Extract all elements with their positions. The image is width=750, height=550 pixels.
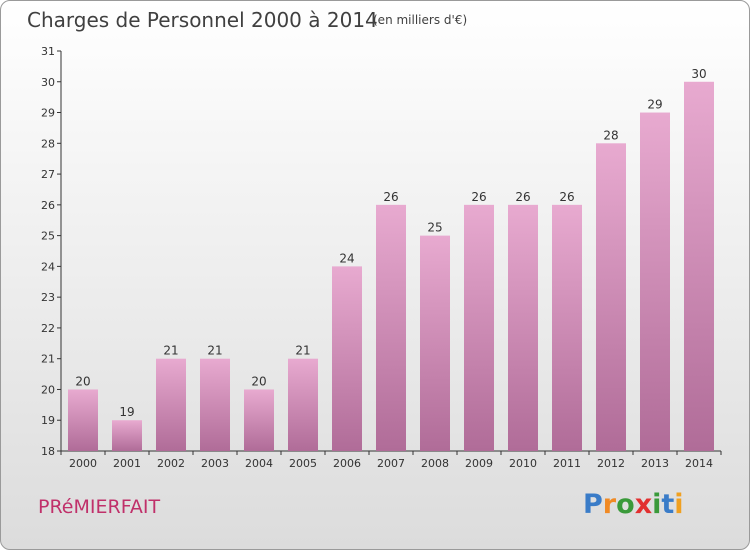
y-tick-label: 26 bbox=[41, 199, 55, 212]
data-label-2006: 24 bbox=[339, 251, 354, 265]
y-tick-label: 29 bbox=[41, 107, 55, 120]
x-tick-label: 2005 bbox=[289, 457, 317, 470]
data-labels: 20 19 21 21 20 21 24 26 25 26 26 26 28 29 30 bbox=[75, 67, 706, 419]
bar-2001[interactable] bbox=[112, 420, 142, 451]
bar-2004[interactable] bbox=[244, 389, 274, 451]
y-tick-label: 18 bbox=[41, 445, 55, 458]
y-tick-label: 23 bbox=[41, 291, 55, 304]
y-tick-label: 22 bbox=[41, 322, 55, 335]
data-label-2013: 29 bbox=[647, 98, 662, 112]
x-tick-label: 2014 bbox=[685, 457, 713, 470]
y-tick-label: 24 bbox=[41, 260, 55, 273]
data-label-2008: 25 bbox=[427, 221, 442, 235]
bar-2000[interactable] bbox=[68, 389, 98, 451]
y-tick-label: 31 bbox=[41, 45, 55, 58]
logo-letter: t bbox=[661, 489, 675, 520]
x-tick-label: 2012 bbox=[597, 457, 625, 470]
data-label-2009: 26 bbox=[471, 190, 486, 204]
commune-name: PRéMIERFAIT bbox=[38, 496, 161, 518]
data-label-2010: 26 bbox=[515, 190, 530, 204]
bar-2005[interactable] bbox=[288, 358, 318, 451]
chart-subtitle: (en milliers d'€) bbox=[373, 13, 468, 27]
bar-2010[interactable] bbox=[508, 204, 538, 451]
data-label-2011: 26 bbox=[559, 190, 574, 204]
y-tick-label: 19 bbox=[41, 414, 55, 427]
bar-2009[interactable] bbox=[464, 204, 494, 451]
x-tick-label: 2003 bbox=[201, 457, 229, 470]
data-label-2002: 21 bbox=[163, 344, 178, 358]
logo-letter: r bbox=[602, 489, 617, 520]
bar-2011[interactable] bbox=[552, 204, 582, 451]
y-tick-label: 28 bbox=[41, 137, 55, 150]
y-axis: 18 19 20 21 22 23 24 25 26 27 28 29 30 31 bbox=[41, 45, 62, 458]
logo-letter: o bbox=[616, 489, 635, 520]
bar-series bbox=[68, 81, 714, 452]
logo-letter: x bbox=[634, 489, 653, 520]
chart-title: Charges de Personnel 2000 à 2014 bbox=[27, 8, 378, 32]
y-tick-label: 27 bbox=[41, 168, 55, 181]
y-tick-label: 21 bbox=[41, 353, 55, 366]
data-label-2012: 28 bbox=[603, 128, 618, 142]
x-tick-label: 2007 bbox=[377, 457, 405, 470]
bar-2002[interactable] bbox=[156, 358, 186, 451]
proxiti-logo[interactable]: Proxiti bbox=[583, 489, 684, 520]
bar-2007[interactable] bbox=[376, 204, 406, 451]
bar-2013[interactable] bbox=[640, 112, 670, 452]
x-tick-label: 2009 bbox=[465, 457, 493, 470]
logo-letter: i bbox=[652, 489, 662, 520]
x-tick-label: 2010 bbox=[509, 457, 537, 470]
y-tick-label: 20 bbox=[41, 383, 55, 396]
data-label-2014: 30 bbox=[691, 67, 706, 81]
bar-2012[interactable] bbox=[596, 143, 626, 452]
x-tick-label: 2001 bbox=[113, 457, 141, 470]
bar-2008[interactable] bbox=[420, 235, 450, 451]
x-tick-label: 2000 bbox=[69, 457, 97, 470]
bar-2014[interactable] bbox=[684, 81, 714, 452]
bar-2006[interactable] bbox=[332, 266, 362, 451]
x-tick-label: 2002 bbox=[157, 457, 185, 470]
data-label-2000: 20 bbox=[75, 374, 90, 388]
x-tick-label: 2004 bbox=[245, 457, 273, 470]
y-tick-label: 25 bbox=[41, 230, 55, 243]
data-label-2001: 19 bbox=[119, 405, 134, 419]
x-tick-label: 2006 bbox=[333, 457, 361, 470]
logo-letter: P bbox=[583, 489, 603, 520]
x-tick-label: 2011 bbox=[553, 457, 581, 470]
data-label-2005: 21 bbox=[295, 344, 310, 358]
x-tick-label: 2008 bbox=[421, 457, 449, 470]
y-tick-label: 30 bbox=[41, 76, 55, 89]
data-label-2004: 20 bbox=[251, 374, 266, 388]
data-label-2003: 21 bbox=[207, 344, 222, 358]
bar-2003[interactable] bbox=[200, 358, 230, 451]
logo-letter: i bbox=[674, 489, 684, 520]
x-tick-label: 2013 bbox=[641, 457, 669, 470]
x-axis: 2000 2001 2002 2003 2004 2005 2006 2007 2008 2009… bbox=[60, 450, 722, 470]
data-label-2007: 26 bbox=[383, 190, 398, 204]
